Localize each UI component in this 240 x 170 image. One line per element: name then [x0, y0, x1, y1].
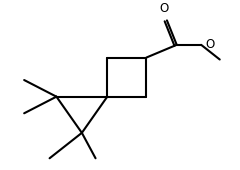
Text: O: O [159, 3, 169, 15]
Text: O: O [205, 38, 214, 51]
